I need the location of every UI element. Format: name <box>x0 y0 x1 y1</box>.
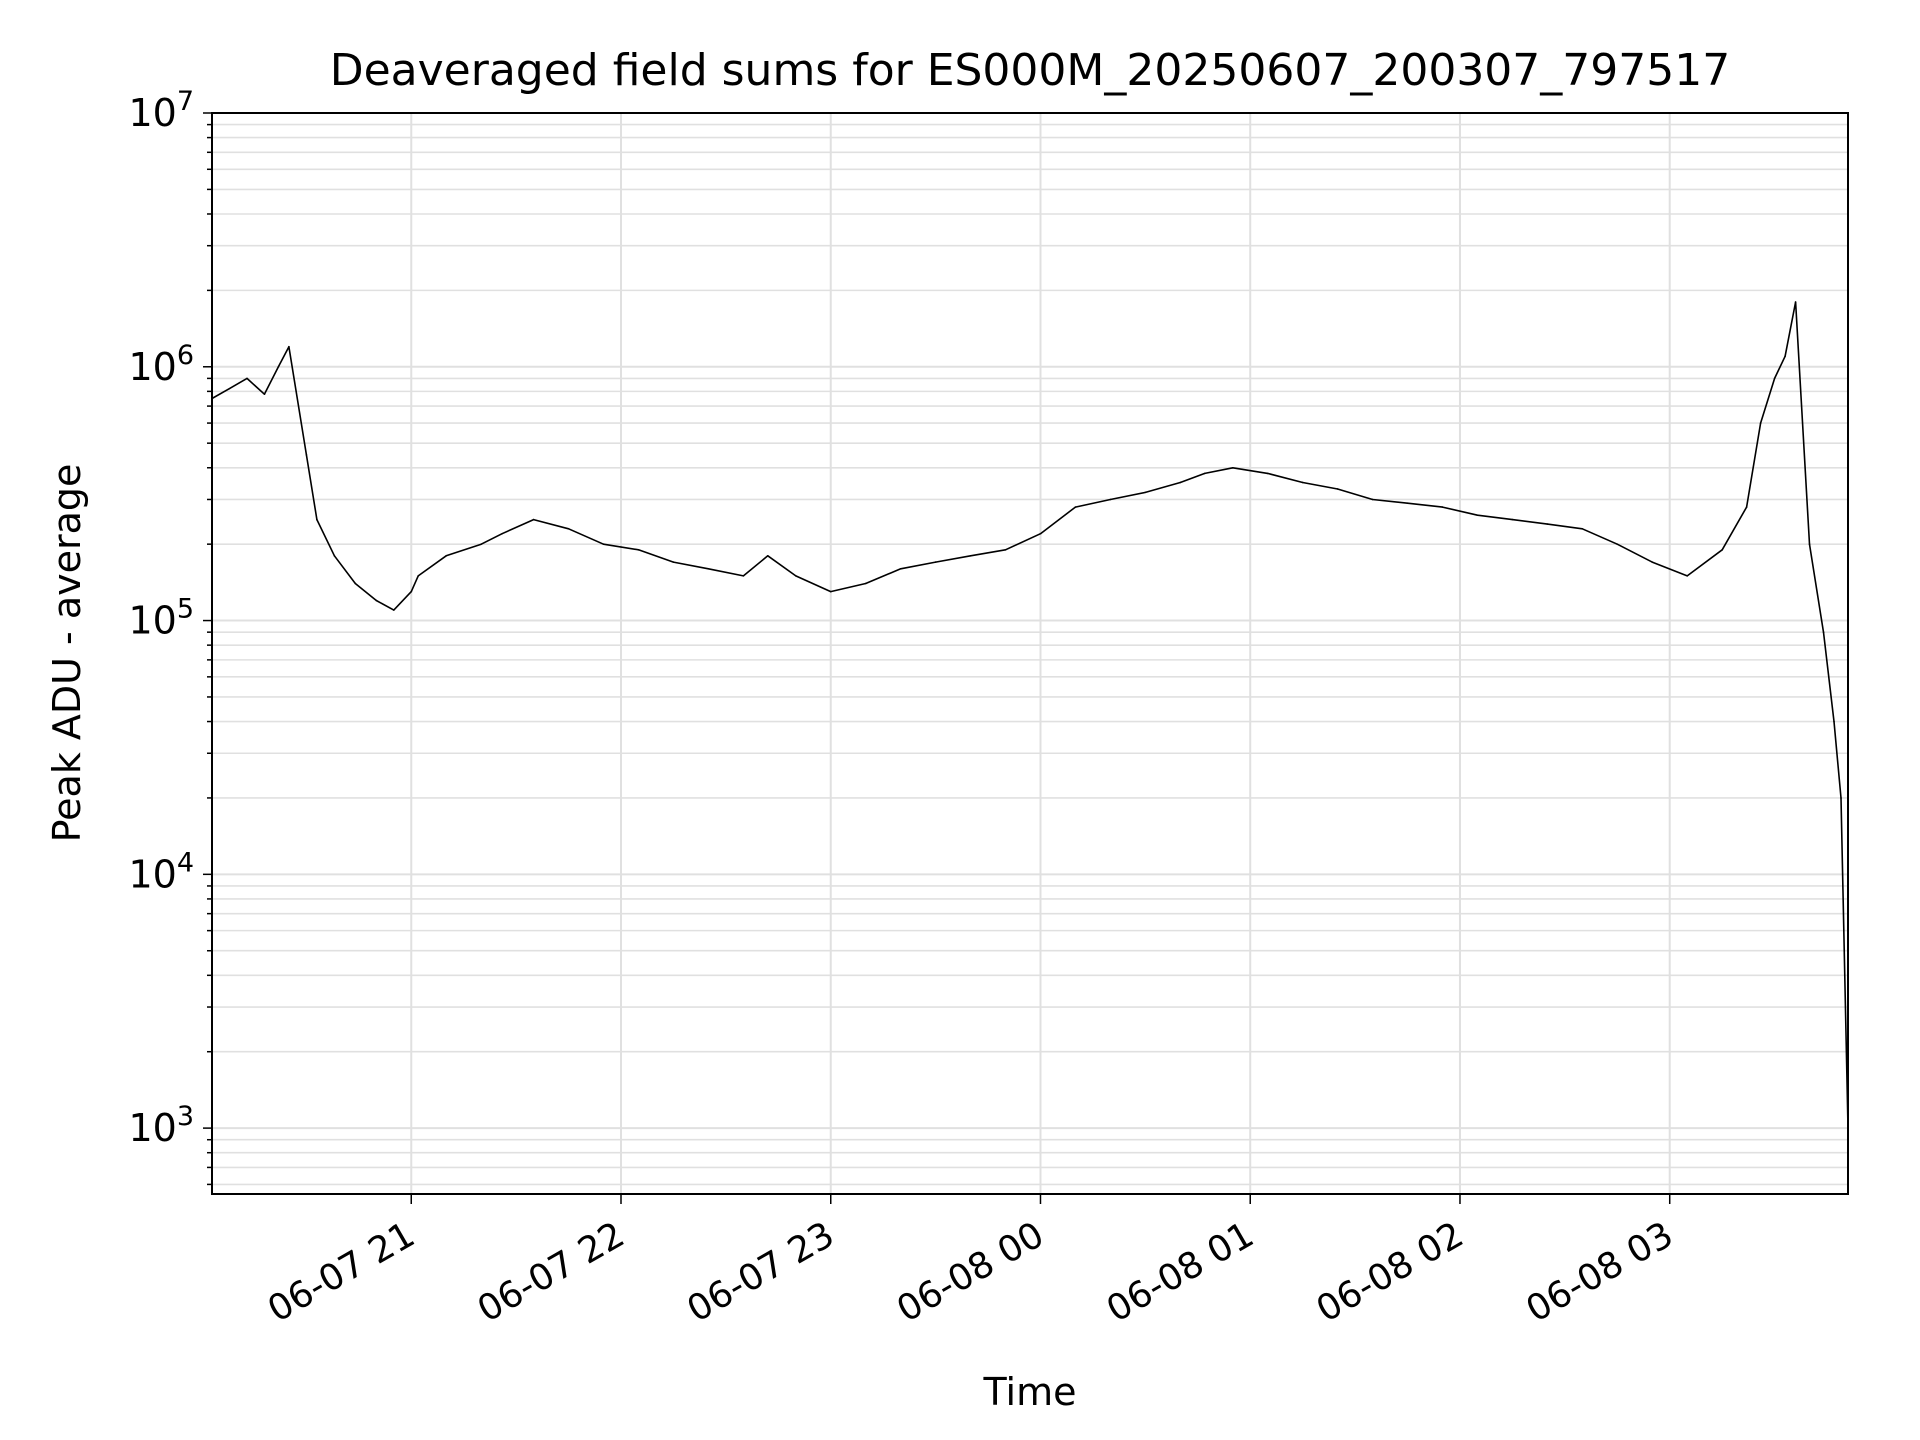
data-point <box>1840 797 1842 799</box>
data-point <box>501 532 503 535</box>
y-tick-label: 106 <box>128 340 194 389</box>
data-point <box>1745 506 1748 508</box>
data-point <box>567 527 570 530</box>
series-group <box>211 301 1849 1129</box>
data-point <box>228 387 231 390</box>
data-point <box>277 365 280 368</box>
data-point <box>480 543 482 545</box>
data-point <box>864 582 867 585</box>
data-point <box>263 393 266 395</box>
data-point <box>934 561 937 563</box>
data-point <box>794 575 797 577</box>
x-tick-label: 06-08 02 <box>1310 1214 1471 1330</box>
data-point <box>1074 506 1077 508</box>
data-point <box>532 518 535 521</box>
data-point <box>1336 488 1339 490</box>
data-point <box>354 582 357 585</box>
data-point <box>1833 720 1835 723</box>
data-point <box>1371 498 1374 501</box>
data-point <box>1581 527 1584 530</box>
x-gridlines <box>410 113 1671 1194</box>
data-point <box>375 599 378 602</box>
data-point <box>602 543 605 545</box>
data-point <box>1773 377 1776 380</box>
y-tick-base: 10 <box>128 599 176 643</box>
data-point <box>410 590 413 593</box>
data-point <box>1231 466 1234 469</box>
data-point <box>1266 472 1269 475</box>
data-point <box>445 554 448 557</box>
data-point <box>1686 575 1688 577</box>
y-tick-base: 10 <box>128 91 176 135</box>
data-point <box>1203 472 1206 475</box>
y-axis-label: Peak ADU - average <box>45 464 89 843</box>
data-point <box>246 377 248 380</box>
y-tick-label: 104 <box>128 847 194 896</box>
data-point <box>1759 422 1762 424</box>
data-point <box>1144 491 1147 494</box>
data-point <box>1721 549 1723 551</box>
y-tick-label: 105 <box>128 594 194 643</box>
x-tick-label: 06-07 21 <box>261 1214 422 1330</box>
x-tick-label: 06-08 01 <box>1100 1214 1261 1330</box>
data-point <box>969 554 972 557</box>
data-point <box>672 561 675 563</box>
data-point <box>1476 514 1479 517</box>
data-point <box>333 554 336 557</box>
y-tick-exponent: 3 <box>177 1101 194 1132</box>
y-tick-exponent: 5 <box>177 594 194 625</box>
data-point <box>637 549 640 551</box>
y-gridlines <box>212 112 1848 1186</box>
data-point <box>1179 481 1182 484</box>
y-tick-label: 107 <box>128 86 194 135</box>
y-tick-base: 10 <box>128 852 176 896</box>
data-point <box>1039 532 1042 535</box>
data-point <box>1808 543 1811 545</box>
data-point <box>1406 502 1409 505</box>
data-point <box>316 518 318 521</box>
data-point <box>1004 549 1007 551</box>
data-point <box>829 590 832 593</box>
data-point <box>392 609 395 611</box>
data-point <box>1784 355 1786 358</box>
y-tick-label: 103 <box>128 1101 194 1150</box>
x-tick-label: 06-07 23 <box>681 1214 842 1330</box>
data-point <box>417 575 420 577</box>
data-point <box>1109 498 1112 501</box>
x-tick-label: 06-07 22 <box>471 1214 632 1330</box>
data-point <box>1511 518 1514 521</box>
data-point <box>305 453 308 456</box>
series-line <box>211 301 1849 1129</box>
x-tick-label: 06-08 00 <box>890 1214 1051 1330</box>
data-point <box>288 345 290 348</box>
data-point <box>767 554 769 557</box>
y-tick-base: 10 <box>128 345 176 389</box>
data-point <box>899 567 902 570</box>
data-point <box>1651 561 1654 563</box>
x-axis-label: Time <box>983 1370 1077 1414</box>
data-point <box>1822 631 1825 633</box>
y-tick-base: 10 <box>128 1106 176 1150</box>
data-point <box>1301 481 1304 484</box>
y-tick-exponent: 4 <box>177 847 194 878</box>
data-point <box>1546 523 1549 525</box>
data-point <box>1441 506 1444 508</box>
plot-frame <box>211 112 1849 1195</box>
x-axis: 06-07 21 06-07 22 06-07 23 06-08 00 06-08 01… <box>261 1194 1680 1331</box>
data-point <box>1794 301 1797 303</box>
data-point <box>1616 543 1619 545</box>
data-point <box>742 575 745 577</box>
y-tick-exponent: 6 <box>177 340 194 371</box>
chart-title: Deaveraged field sums for ES000M_2025060… <box>330 45 1731 96</box>
x-tick-label: 06-08 03 <box>1520 1214 1681 1330</box>
y-tick-exponent: 7 <box>177 86 194 117</box>
data-point <box>707 567 710 570</box>
